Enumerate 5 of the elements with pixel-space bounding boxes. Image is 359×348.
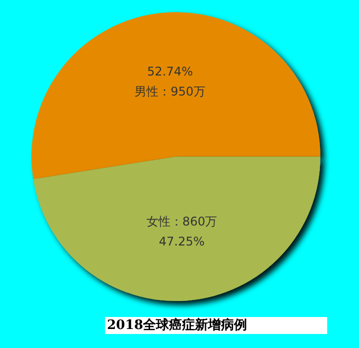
text: 2018全球癌症新增病例	[107, 317, 248, 333]
slice-label: 男性：950万	[134, 84, 206, 99]
slice-label: 女性：860万	[146, 214, 218, 229]
text: 52.74%	[147, 64, 193, 79]
text: 47.25%	[158, 234, 205, 249]
